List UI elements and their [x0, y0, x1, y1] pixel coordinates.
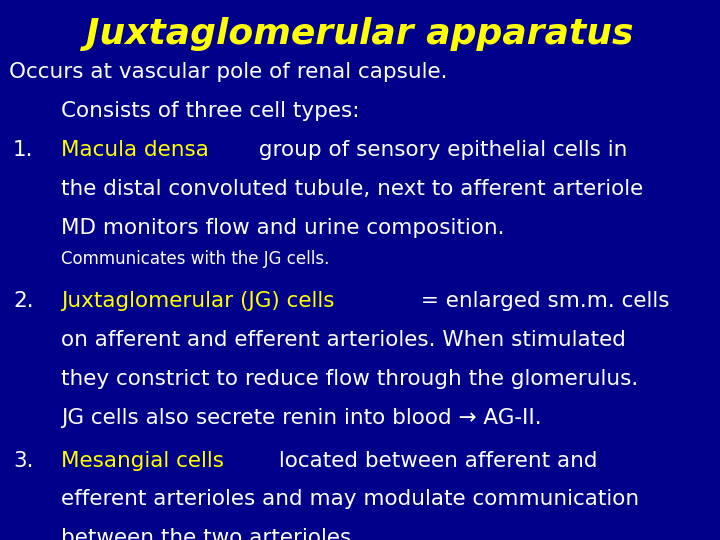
Text: between the two arterioles.: between the two arterioles.: [61, 528, 359, 540]
Text: on afferent and efferent arterioles. When stimulated: on afferent and efferent arterioles. Whe…: [61, 330, 626, 350]
Text: the distal convoluted tubule, next to afferent arteriole: the distal convoluted tubule, next to af…: [61, 179, 644, 199]
Text: Juxtaglomerular (JG) cells: Juxtaglomerular (JG) cells: [61, 291, 335, 311]
Text: they constrict to reduce flow through the glomerulus.: they constrict to reduce flow through th…: [61, 369, 639, 389]
Text: = enlarged sm.m. cells: = enlarged sm.m. cells: [414, 291, 670, 311]
Text: MD monitors flow and urine composition.: MD monitors flow and urine composition.: [61, 218, 505, 238]
Text: group of sensory epithelial cells in: group of sensory epithelial cells in: [252, 140, 627, 160]
Text: Mesangial cells: Mesangial cells: [61, 450, 224, 470]
Text: 2.: 2.: [13, 291, 34, 311]
Text: Consists of three cell types:: Consists of three cell types:: [61, 101, 360, 121]
Text: 1.: 1.: [13, 140, 33, 160]
Text: located between afferent and: located between afferent and: [271, 450, 597, 470]
Text: Communicates with the JG cells.: Communicates with the JG cells.: [61, 250, 330, 268]
Text: Occurs at vascular pole of renal capsule.: Occurs at vascular pole of renal capsule…: [9, 62, 447, 82]
Text: efferent arterioles and may modulate communication: efferent arterioles and may modulate com…: [61, 489, 639, 509]
Text: JG cells also secrete renin into blood → AG-II.: JG cells also secrete renin into blood →…: [61, 408, 542, 428]
Text: 3.: 3.: [13, 450, 33, 470]
Text: Juxtaglomerular apparatus: Juxtaglomerular apparatus: [86, 17, 634, 51]
Text: Macula densa: Macula densa: [61, 140, 209, 160]
